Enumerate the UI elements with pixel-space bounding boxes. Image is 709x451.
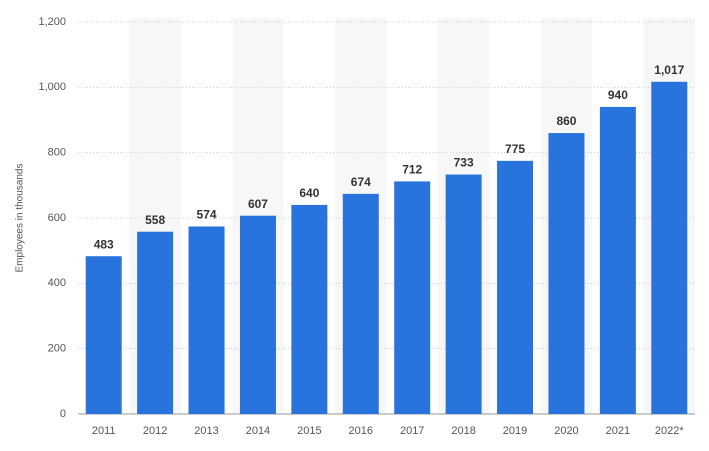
bar (291, 204, 328, 414)
bar (188, 226, 225, 414)
x-tick-label: 2018 (451, 425, 475, 437)
bar (599, 106, 636, 414)
value-label: 775 (505, 142, 525, 156)
value-label: 712 (402, 163, 422, 177)
y-tick-label: 0 (60, 408, 66, 420)
value-label: 640 (299, 186, 319, 200)
x-tick-label: 2020 (554, 425, 578, 437)
bar (445, 174, 482, 414)
value-label: 1,017 (654, 63, 684, 77)
y-tick-label: 1,000 (38, 81, 66, 93)
value-label: 558 (145, 213, 165, 227)
y-tick-label: 400 (48, 277, 66, 289)
value-label: 940 (608, 88, 628, 102)
x-tick-label: 2021 (606, 425, 630, 437)
bar (497, 160, 534, 414)
y-axis-title: Employees in thousands (15, 164, 26, 273)
y-tick-label: 200 (48, 343, 66, 355)
y-tick-label: 1,200 (38, 16, 66, 28)
x-tick-label: 2019 (503, 425, 527, 437)
value-label: 607 (248, 197, 268, 211)
bar (342, 193, 379, 414)
x-tick-label: 2011 (92, 425, 116, 437)
x-tick-label: 2017 (400, 425, 424, 437)
x-tick-label: 2016 (349, 425, 373, 437)
value-label: 483 (94, 237, 114, 251)
value-label: 674 (351, 175, 371, 189)
x-tick-label: 2012 (143, 425, 167, 437)
x-tick-label: 2013 (194, 425, 218, 437)
bar (394, 181, 431, 414)
x-tick-label: 2014 (246, 425, 270, 437)
bar (85, 256, 122, 414)
bar (548, 133, 585, 415)
value-label: 860 (556, 114, 576, 128)
y-tick-label: 800 (48, 147, 66, 159)
value-label: 733 (454, 156, 474, 170)
value-label: 574 (197, 208, 217, 222)
bar (239, 215, 276, 414)
y-tick-label: 600 (48, 212, 66, 224)
bar (651, 81, 688, 414)
x-tick-label: 2022* (655, 425, 684, 437)
bar (137, 231, 174, 414)
x-tick-label: 2015 (297, 425, 321, 437)
